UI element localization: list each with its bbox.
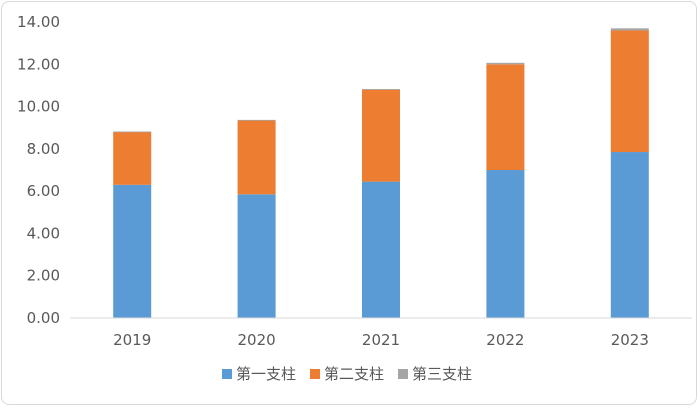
bar-segment-2021-series-3 [362, 89, 400, 90]
x-tick-label: 2022 [486, 331, 524, 349]
x-tick-label: 2020 [238, 331, 276, 349]
legend-swatch [310, 369, 320, 379]
legend: 第一支柱 第二支柱 第三支柱 [222, 365, 472, 383]
x-axis: 2019 2020 2021 2022 2023 [113, 331, 649, 349]
bar-segment-2020-series-3 [237, 119, 276, 121]
legend-swatch [222, 369, 232, 379]
bar-segment-2023-series-3 [610, 28, 649, 31]
x-tick-label: 2019 [113, 331, 151, 349]
y-tick-label: 6.00 [27, 182, 60, 200]
y-tick-label: 8.00 [27, 140, 60, 158]
y-tick-label: 2.00 [27, 267, 60, 285]
bar-segment-2022-series-1 [486, 170, 525, 318]
bar-segment-2023-series-1 [610, 152, 649, 318]
y-tick-label: 4.00 [27, 224, 60, 242]
bar-segment-2021-series-2 [362, 89, 400, 182]
x-tick-label: 2023 [611, 331, 649, 349]
legend-label: 第二支柱 [324, 365, 384, 383]
legend-swatch [398, 369, 408, 379]
bars [113, 28, 649, 318]
bar-segment-2019-series-2 [113, 131, 152, 185]
bar-segment-2021-series-1 [362, 181, 400, 318]
y-tick-label: 14.00 [17, 13, 60, 31]
x-tick-label: 2021 [362, 331, 400, 349]
bar-segment-2022-series-2 [486, 64, 525, 170]
y-tick-label: 0.00 [27, 309, 60, 327]
bar-segment-2023-series-2 [610, 30, 649, 153]
y-tick-label: 10.00 [17, 98, 60, 116]
legend-label: 第一支柱 [236, 365, 296, 383]
y-axis: 0.00 2.00 4.00 6.00 8.00 10.00 12.00 14.00 [17, 13, 60, 327]
bar-segment-2019-series-3 [113, 131, 152, 133]
legend-label: 第三支柱 [412, 365, 472, 383]
bar-segment-2022-series-3 [486, 62, 525, 65]
bar-segment-2020-series-2 [237, 120, 276, 195]
y-tick-label: 12.00 [17, 55, 60, 73]
bar-segment-2019-series-1 [113, 184, 152, 318]
bar-segment-2020-series-1 [237, 194, 276, 318]
